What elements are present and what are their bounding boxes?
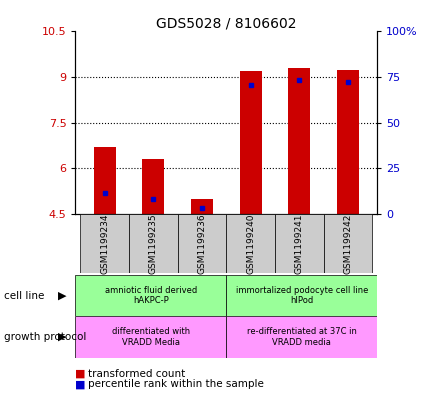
Bar bbox=[177, 214, 226, 273]
Bar bbox=[226, 214, 274, 273]
Text: amniotic fluid derived
hAKPC-P: amniotic fluid derived hAKPC-P bbox=[104, 286, 197, 305]
Text: GSM1199234: GSM1199234 bbox=[100, 213, 109, 274]
Text: GSM1199235: GSM1199235 bbox=[148, 213, 157, 274]
Bar bbox=[274, 214, 323, 273]
Bar bbox=[288, 68, 310, 214]
Text: immortalized podocyte cell line
hIPod: immortalized podocyte cell line hIPod bbox=[235, 286, 367, 305]
Bar bbox=[239, 71, 261, 214]
Text: ▶: ▶ bbox=[58, 291, 67, 301]
Text: growth protocol: growth protocol bbox=[4, 332, 86, 342]
Bar bbox=[190, 199, 212, 214]
Text: ▶: ▶ bbox=[58, 332, 67, 342]
Text: cell line: cell line bbox=[4, 291, 45, 301]
Bar bbox=[142, 160, 164, 214]
Text: percentile rank within the sample: percentile rank within the sample bbox=[88, 379, 264, 389]
Bar bbox=[336, 70, 358, 214]
Bar bbox=[323, 214, 372, 273]
Bar bbox=[226, 275, 376, 316]
Text: ■: ■ bbox=[75, 379, 86, 389]
Bar bbox=[75, 316, 226, 358]
Text: differentiated with
VRADD Media: differentiated with VRADD Media bbox=[111, 327, 190, 347]
Text: GSM1199240: GSM1199240 bbox=[246, 213, 255, 274]
Title: GDS5028 / 8106602: GDS5028 / 8106602 bbox=[156, 16, 296, 30]
Text: GSM1199241: GSM1199241 bbox=[294, 213, 303, 274]
Bar bbox=[129, 214, 177, 273]
Bar bbox=[75, 275, 226, 316]
Text: ■: ■ bbox=[75, 369, 86, 379]
Bar bbox=[226, 316, 376, 358]
Text: GSM1199236: GSM1199236 bbox=[197, 213, 206, 274]
Bar bbox=[80, 214, 129, 273]
Text: GSM1199242: GSM1199242 bbox=[343, 213, 352, 274]
Text: transformed count: transformed count bbox=[88, 369, 185, 379]
Text: re-differentiated at 37C in
VRADD media: re-differentiated at 37C in VRADD media bbox=[246, 327, 356, 347]
Bar bbox=[93, 147, 115, 214]
